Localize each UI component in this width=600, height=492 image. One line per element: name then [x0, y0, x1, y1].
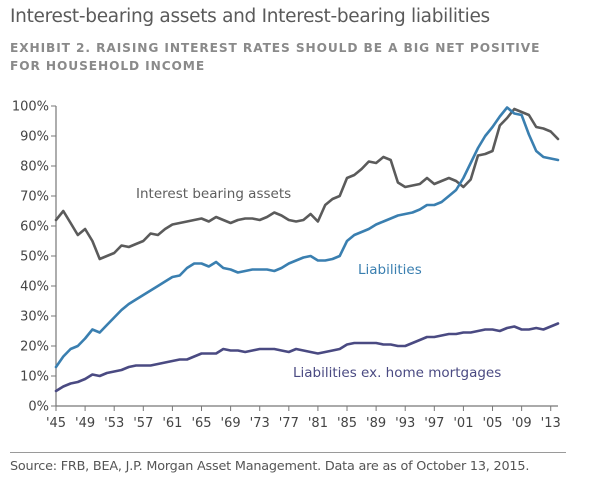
x-tick-label: '65 [191, 416, 211, 431]
x-tick-label: '85 [337, 416, 357, 431]
series-line-liabilities-ex-mortgages [54, 322, 560, 393]
chart-subtitle: EXHIBIT 2. RAISING INTEREST RATES SHOULD… [10, 41, 541, 73]
x-tick-label: '69 [221, 416, 241, 431]
y-tick-label: 70% [20, 190, 49, 205]
series-line-assets [54, 107, 560, 261]
y-tick-label: 60% [20, 220, 49, 235]
x-axis: '45 '49 '53 '57 '61 '65 '69 '73 '77 '81 '85 '89 '93 '… [46, 405, 561, 431]
source-note: Source: FRB, BEA, J.P. Morgan Asset Mana… [10, 459, 530, 474]
series-line-liabilities [54, 106, 560, 369]
x-tick-label: '93 [395, 416, 415, 431]
y-tick-label: 90% [20, 130, 49, 145]
y-tick-label: 30% [20, 310, 49, 325]
x-tick-label: '13 [541, 416, 561, 431]
chart-title: Interest-bearing assets and Interest-bea… [10, 6, 490, 27]
x-tick-label: '09 [512, 416, 532, 431]
series-label-liabilities: Liabilities [358, 262, 422, 278]
y-axis: 0% 10% 20% 30% 40% 50% 60% 70% 80% 90% 100% [12, 100, 57, 415]
y-tick-label: 40% [20, 280, 49, 295]
x-tick-label: '89 [366, 416, 386, 431]
y-tick-label: 80% [20, 160, 49, 175]
x-tick-label: '01 [453, 416, 473, 431]
x-tick-label: '53 [104, 416, 124, 431]
x-tick-label: '49 [75, 416, 95, 431]
x-tick-label: '61 [162, 416, 182, 431]
line-chart: 0% 10% 20% 30% 40% 50% 60% 70% 80% 90% 100% '45 '49… [12, 100, 561, 432]
y-tick-label: 100% [12, 100, 49, 115]
series-label-liabilities-ex-mortgages: Liabilities ex. home mortgages [293, 365, 501, 381]
x-tick-label: '73 [250, 416, 270, 431]
y-tick-label: 10% [20, 370, 49, 385]
y-tick-label: 50% [20, 250, 49, 265]
x-tick-label: '77 [279, 416, 299, 431]
y-tick-label: 20% [20, 340, 49, 355]
x-tick-label: '05 [482, 416, 502, 431]
footer-divider [10, 452, 566, 453]
x-tick-label: '45 [46, 416, 66, 431]
series-label-assets: Interest bearing assets [136, 186, 291, 202]
x-tick-label: '81 [308, 416, 328, 431]
series-lines [54, 106, 560, 393]
y-tick-label: 0% [28, 400, 49, 415]
x-tick-label: '97 [424, 416, 444, 431]
x-tick-label: '57 [133, 416, 153, 431]
